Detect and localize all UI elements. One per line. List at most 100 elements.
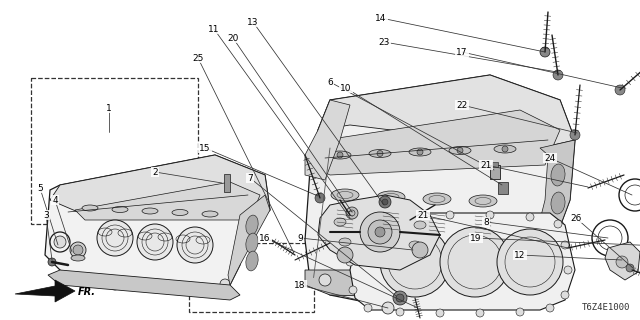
Circle shape xyxy=(70,275,80,285)
Circle shape xyxy=(375,227,385,237)
Polygon shape xyxy=(530,140,575,270)
Circle shape xyxy=(446,211,454,219)
Circle shape xyxy=(337,247,353,263)
Text: 11: 11 xyxy=(208,25,220,34)
Text: 4: 4 xyxy=(52,196,58,204)
Circle shape xyxy=(499,281,511,293)
Circle shape xyxy=(382,199,388,205)
Circle shape xyxy=(396,294,404,302)
Ellipse shape xyxy=(409,241,421,249)
Text: 16: 16 xyxy=(259,234,271,243)
Text: 12: 12 xyxy=(515,251,525,260)
Circle shape xyxy=(220,279,230,289)
Text: 8: 8 xyxy=(483,218,489,227)
Circle shape xyxy=(391,214,439,262)
Text: T6Z4E1000: T6Z4E1000 xyxy=(582,303,630,312)
Circle shape xyxy=(346,258,354,266)
Ellipse shape xyxy=(71,255,85,261)
Circle shape xyxy=(411,234,419,242)
Ellipse shape xyxy=(172,210,188,215)
Circle shape xyxy=(561,241,569,249)
Circle shape xyxy=(137,224,173,260)
Ellipse shape xyxy=(414,221,426,229)
Circle shape xyxy=(486,226,534,274)
Ellipse shape xyxy=(246,233,258,253)
Circle shape xyxy=(476,309,484,317)
Text: 19: 19 xyxy=(470,234,482,243)
Circle shape xyxy=(454,284,466,296)
Circle shape xyxy=(457,148,463,154)
Ellipse shape xyxy=(369,149,391,157)
Circle shape xyxy=(570,130,580,140)
Circle shape xyxy=(443,230,459,246)
Circle shape xyxy=(561,291,569,299)
Bar xyxy=(490,165,500,179)
Circle shape xyxy=(626,264,634,272)
Circle shape xyxy=(526,213,534,221)
Text: 10: 10 xyxy=(340,84,352,92)
Text: 9: 9 xyxy=(297,234,303,243)
Circle shape xyxy=(364,279,376,291)
Text: 25: 25 xyxy=(192,53,204,62)
Polygon shape xyxy=(45,155,270,295)
Text: 15: 15 xyxy=(199,143,211,153)
Circle shape xyxy=(377,150,383,156)
Text: 21: 21 xyxy=(417,211,429,220)
Circle shape xyxy=(467,234,483,250)
Polygon shape xyxy=(605,242,640,280)
Text: 2: 2 xyxy=(152,167,158,177)
Circle shape xyxy=(540,47,550,57)
Ellipse shape xyxy=(142,208,158,214)
Ellipse shape xyxy=(409,148,431,156)
Circle shape xyxy=(553,70,563,80)
Circle shape xyxy=(419,228,435,244)
Ellipse shape xyxy=(469,195,497,207)
Circle shape xyxy=(396,308,404,316)
Circle shape xyxy=(361,226,369,234)
Text: 5: 5 xyxy=(37,183,43,193)
Ellipse shape xyxy=(551,220,565,242)
Circle shape xyxy=(376,218,384,226)
Ellipse shape xyxy=(82,205,98,211)
Ellipse shape xyxy=(339,238,351,246)
Circle shape xyxy=(349,286,357,294)
Circle shape xyxy=(369,220,385,236)
Bar xyxy=(498,182,508,194)
Bar xyxy=(492,162,498,167)
Text: FR.: FR. xyxy=(78,287,96,297)
Circle shape xyxy=(514,240,530,256)
Circle shape xyxy=(459,240,467,248)
Polygon shape xyxy=(15,280,75,302)
Text: 14: 14 xyxy=(375,13,387,22)
Polygon shape xyxy=(305,100,350,180)
Circle shape xyxy=(490,236,506,252)
Text: 24: 24 xyxy=(545,154,556,163)
Text: 7: 7 xyxy=(247,173,253,182)
Text: 17: 17 xyxy=(456,47,468,57)
Bar xyxy=(31,78,198,224)
Circle shape xyxy=(150,282,160,292)
Circle shape xyxy=(506,246,514,254)
Circle shape xyxy=(417,149,423,155)
Ellipse shape xyxy=(377,191,405,203)
Circle shape xyxy=(564,266,572,274)
Bar xyxy=(189,243,314,312)
Ellipse shape xyxy=(551,192,565,214)
Polygon shape xyxy=(305,270,545,300)
Circle shape xyxy=(486,211,494,219)
Circle shape xyxy=(379,196,391,208)
Circle shape xyxy=(380,227,450,297)
Ellipse shape xyxy=(112,206,128,212)
Circle shape xyxy=(615,85,625,95)
Ellipse shape xyxy=(246,251,258,271)
Circle shape xyxy=(54,236,66,248)
Circle shape xyxy=(502,146,508,152)
Text: 20: 20 xyxy=(227,34,239,43)
Circle shape xyxy=(406,213,414,221)
Ellipse shape xyxy=(329,151,351,159)
Polygon shape xyxy=(228,195,270,285)
Polygon shape xyxy=(350,213,575,310)
Circle shape xyxy=(554,220,562,228)
Circle shape xyxy=(440,227,510,297)
Polygon shape xyxy=(50,155,270,215)
